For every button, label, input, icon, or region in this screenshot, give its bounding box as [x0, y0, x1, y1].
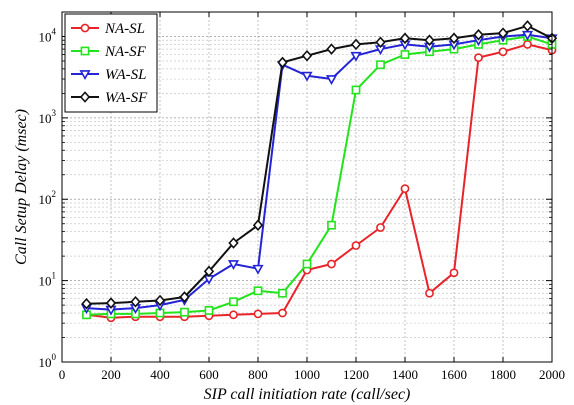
data-point-wa-sf [105, 297, 117, 309]
data-point-wa-sf [203, 265, 215, 278]
legend-label-na-sf: NA-SF [104, 44, 147, 60]
data-point-na-sl [523, 39, 532, 49]
data-point-na-sl [425, 288, 434, 298]
data-point-wa-sf [228, 237, 239, 249]
data-point-wa-sf [448, 32, 460, 45]
legend-label-na-sl: NA-SL [104, 21, 145, 37]
data-point-na-sf [204, 306, 214, 315]
legend-marker-na-sf [80, 46, 90, 56]
x-tick-label: 200 [101, 367, 121, 382]
data-point-na-sl [498, 47, 508, 57]
legend-marker-wa-sl [79, 70, 91, 81]
data-point-wa-sf [326, 43, 337, 55]
data-point-na-sf [278, 288, 287, 298]
x-tick-label: 600 [199, 367, 219, 382]
data-point-na-sf [400, 50, 410, 59]
legend-marker-na-sl [80, 23, 90, 33]
legend-box [64, 13, 158, 113]
y-tick-label: 103 [39, 108, 57, 126]
data-point-wa-sf [424, 34, 435, 47]
x-tick-label: 400 [150, 367, 170, 382]
data-point-na-sl [253, 309, 263, 319]
data-point-wa-sf [350, 38, 362, 51]
data-point-na-sl [449, 268, 459, 278]
x-axis-label: SIP call initiation rate (call/sec) [204, 386, 411, 403]
data-point-wa-sf [130, 295, 141, 308]
data-point-na-sf [229, 297, 238, 307]
data-point-wa-sf [252, 219, 264, 231]
data-point-wa-sf [154, 294, 166, 307]
data-point-wa-sf [301, 49, 313, 62]
data-point-wa-sf [179, 291, 190, 303]
data-point-wa-sf [497, 27, 509, 39]
data-point-na-sl [278, 308, 287, 318]
x-tick-label: 800 [248, 367, 268, 382]
x-tick-label: 1000 [294, 367, 320, 382]
data-point-wa-sf [375, 36, 386, 49]
series-line-wa-sl [86, 33, 553, 311]
data-point-na-sf [302, 259, 312, 269]
y-axis-label: Call Setup Delay (msec) [13, 109, 30, 265]
x-tick-label: 0 [59, 367, 66, 382]
data-point-wa-sl [301, 71, 313, 82]
data-point-na-sl [400, 184, 410, 194]
y-tick-label: 101 [39, 271, 57, 289]
x-tick-label: 1600 [441, 367, 467, 382]
legend: NA-SL NA-SF WA-SL WA-SF [64, 13, 158, 113]
data-point-na-sl [327, 259, 336, 269]
data-point-na-sf [253, 286, 263, 296]
data-point-na-sf [180, 307, 189, 317]
data-point-wa-sf [81, 297, 92, 310]
y-tick-label: 100 [39, 352, 57, 370]
data-point-wa-sf [399, 32, 411, 45]
data-point-na-sf [376, 60, 385, 70]
data-point-na-sl [351, 241, 361, 250]
data-point-wa-sl [325, 75, 338, 86]
y-tick-label: 104 [39, 26, 57, 44]
x-tick-label: 2000 [539, 367, 565, 382]
x-tick-label: 1800 [490, 367, 516, 382]
data-point-na-sf [351, 85, 361, 95]
x-tick-label: 1200 [343, 367, 369, 382]
legend-label-wa-sl: WA-SL [105, 67, 146, 83]
legend-label-wa-sf: WA-SF [105, 90, 148, 106]
data-point-na-sl [229, 310, 238, 320]
data-point-wa-sf [277, 56, 288, 69]
data-point-wa-sl [227, 260, 240, 271]
data-point-wa-sl [252, 264, 264, 275]
axis-ticks: 0 200 400 600 800 1000 1200 1400 1600 1800 2000 100… [39, 12, 565, 382]
y-tick-label: 102 [39, 189, 57, 207]
data-point-wa-sf [473, 28, 484, 41]
legend-marker-wa-sf [79, 91, 91, 103]
data-point-na-sf [327, 220, 336, 230]
data-point-na-sl [376, 223, 385, 232]
data-point-wa-sl [350, 51, 362, 62]
x-tick-label: 1400 [392, 367, 418, 382]
data-point-na-sl [474, 53, 483, 63]
data-point-wa-sf [522, 20, 533, 32]
